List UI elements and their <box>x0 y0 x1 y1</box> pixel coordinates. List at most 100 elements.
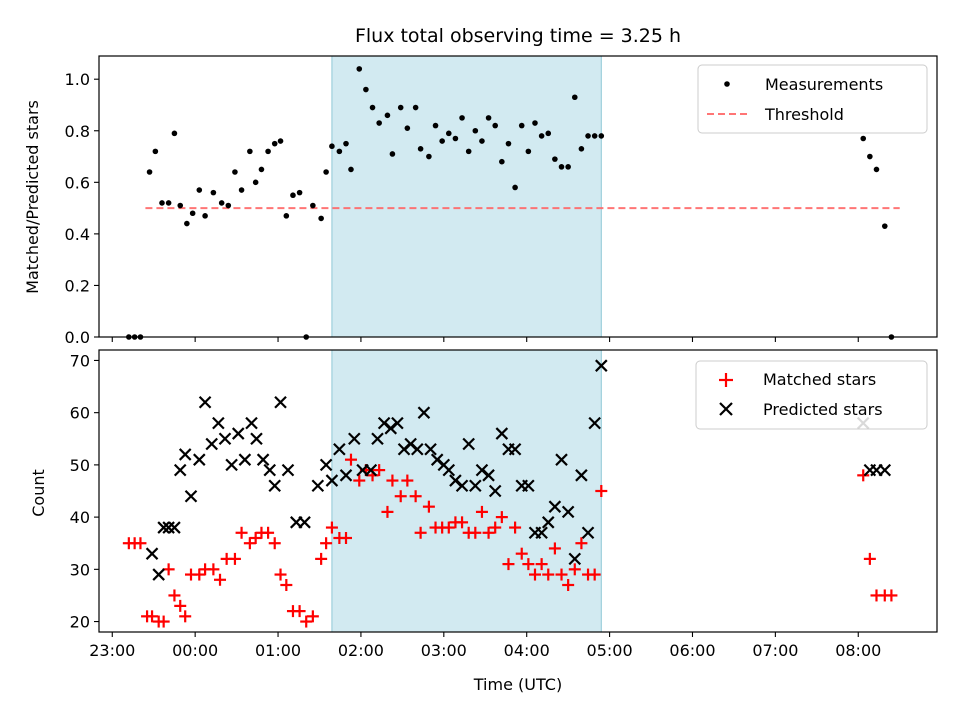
predicted-stars-point <box>508 442 522 456</box>
predicted-stars-point <box>168 521 181 534</box>
measurement-point <box>152 148 159 155</box>
predicted-stars-point <box>238 453 252 466</box>
matched-stars-point <box>214 573 227 586</box>
x-tick-label: 08:00 <box>835 641 881 660</box>
bottom-plot-area <box>122 359 898 628</box>
measurement-point <box>258 166 265 173</box>
matched-stars-point <box>134 537 147 550</box>
predicted-stars-point <box>495 427 509 440</box>
matched-stars-point <box>469 526 482 539</box>
top-y-tick-label: 0.6 <box>65 173 90 192</box>
top-axes-frame <box>98 55 938 338</box>
measurement-point <box>389 151 396 157</box>
legend-label-threshold: Threshold <box>764 105 844 124</box>
x-tick-label: 06:00 <box>669 641 715 660</box>
matched-stars-point <box>157 615 170 628</box>
measurement-point <box>432 122 439 129</box>
measurement-point <box>479 138 485 144</box>
measurement-point <box>202 213 208 219</box>
legend-label-predicted-stars: Predicted stars <box>763 400 883 419</box>
matched-stars-point <box>207 563 220 576</box>
matched-stars-point <box>885 589 898 602</box>
measurement-point <box>343 140 349 147</box>
matched-stars-point <box>235 526 248 539</box>
predicted-stars-point <box>442 463 456 477</box>
matched-stars-point <box>168 589 181 602</box>
x-tick-label: 05:00 <box>587 641 633 660</box>
matched-stars-point <box>381 505 394 518</box>
measurement-point <box>318 215 324 222</box>
bottom-y-tick-label: 70 <box>70 351 90 370</box>
predicted-stars-point <box>281 463 295 477</box>
measurement-point <box>867 153 873 160</box>
matched-stars-point <box>293 605 306 618</box>
predicted-stars-point <box>371 432 384 446</box>
matched-stars-point <box>863 552 876 565</box>
top-y-axis-label: Matched/Predicted stars <box>23 100 42 294</box>
bottom-y-tick-label: 40 <box>70 508 90 527</box>
predicted-stars-point <box>198 395 212 409</box>
predicted-stars-point <box>595 359 608 372</box>
measurement-point <box>290 192 296 199</box>
predicted-stars-point <box>263 463 277 477</box>
matched-stars-point <box>179 610 192 623</box>
measurement-point <box>146 169 153 175</box>
measurement-point <box>218 200 225 206</box>
measurement-point <box>452 135 459 142</box>
chart-title: Flux total observing time = 3.25 h <box>355 25 681 47</box>
measurement-point <box>552 156 558 162</box>
x-tick-label: 04:00 <box>504 641 550 660</box>
measurement-point <box>171 130 178 137</box>
predicted-stars-point <box>555 453 568 466</box>
measurement-point <box>499 158 505 165</box>
measurement-point <box>232 169 238 175</box>
measurement-point <box>196 187 203 193</box>
predicted-stars-point <box>231 427 245 440</box>
measurement-point <box>348 166 354 173</box>
predicted-stars-point <box>391 416 404 430</box>
predicted-stars-point <box>411 442 424 456</box>
matched-stars-point <box>300 615 313 628</box>
matched-stars-point <box>422 500 435 513</box>
predicted-stars-point <box>469 479 482 493</box>
matched-stars-point <box>502 558 515 571</box>
matched-stars-point <box>555 568 568 581</box>
top-y-tick-label: 0.2 <box>65 276 90 295</box>
measurement-point <box>578 146 585 152</box>
measurement-point <box>598 133 605 139</box>
measurement-point <box>238 187 245 193</box>
predicted-stars-point <box>581 526 595 540</box>
matched-stars-point <box>394 490 407 503</box>
measurement-point <box>384 112 391 119</box>
matched-stars-point <box>249 532 262 544</box>
predicted-stars-point <box>152 568 165 581</box>
measurement-point <box>417 146 424 152</box>
matched-stars-point <box>401 474 414 487</box>
top-y-axis: 0.0 0.2 0.4 0.6 0.8 1.0 <box>65 70 99 347</box>
measurement-point <box>465 148 472 155</box>
bottom-y-tick-label: 60 <box>70 404 90 423</box>
measurement-point <box>247 148 253 155</box>
x-tick-label: 01:00 <box>255 641 301 660</box>
matched-stars-point <box>528 568 541 581</box>
predicted-stars-point <box>193 453 206 466</box>
matched-stars-point <box>280 579 293 591</box>
matched-stars-point <box>562 579 575 591</box>
predicted-stars-point <box>325 474 339 487</box>
measurement-point <box>165 200 172 206</box>
predicted-stars-point <box>145 547 159 560</box>
predicted-stars-point <box>225 458 238 472</box>
measurement-point <box>525 148 532 155</box>
matched-stars-point <box>320 537 333 550</box>
predicted-stars-point <box>157 521 170 534</box>
legend-label-measurements: Measurements <box>765 75 883 94</box>
matched-stars-point <box>414 526 427 539</box>
predicted-stars-point <box>274 395 287 409</box>
matched-stars-point <box>509 521 522 534</box>
measurement-point <box>271 140 278 147</box>
matched-stars-point <box>386 474 399 487</box>
measurement-point <box>225 202 232 209</box>
matched-stars-point <box>228 552 241 565</box>
predicted-stars-point <box>424 442 437 456</box>
matched-stars-point <box>146 610 159 623</box>
